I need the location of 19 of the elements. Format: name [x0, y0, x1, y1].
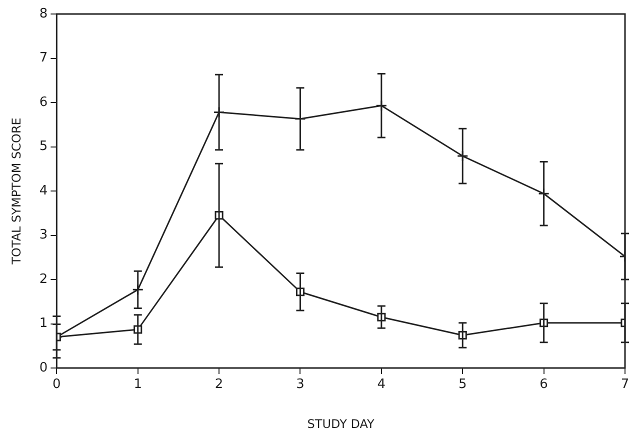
- y-tick-label: 0: [39, 360, 48, 376]
- x-tick-label: 7: [620, 377, 630, 392]
- y-tick-label: 8: [39, 6, 48, 22]
- x-axis-title: STUDY DAY: [307, 416, 376, 431]
- x-tick-label: 3: [296, 377, 304, 392]
- x-tick-label: 0: [52, 377, 61, 392]
- y-tick-label: 3: [39, 228, 48, 243]
- y-tick-label: 6: [39, 94, 48, 110]
- y-tick-label: 7: [39, 50, 48, 66]
- x-tick-label: 2: [214, 377, 224, 392]
- y-tick-label: 1: [39, 316, 48, 332]
- y-tick-label: 5: [39, 139, 48, 154]
- y-tick-label: 4: [39, 183, 48, 198]
- y-tick-label: 2: [39, 272, 48, 287]
- x-tick-label: 4: [377, 377, 386, 392]
- x-tick-label: 6: [540, 377, 548, 392]
- x-tick-label: 5: [458, 377, 467, 392]
- y-axis-title: TOTAL SYMPTOM SCORE: [9, 118, 24, 266]
- x-tick-label: 1: [134, 377, 142, 392]
